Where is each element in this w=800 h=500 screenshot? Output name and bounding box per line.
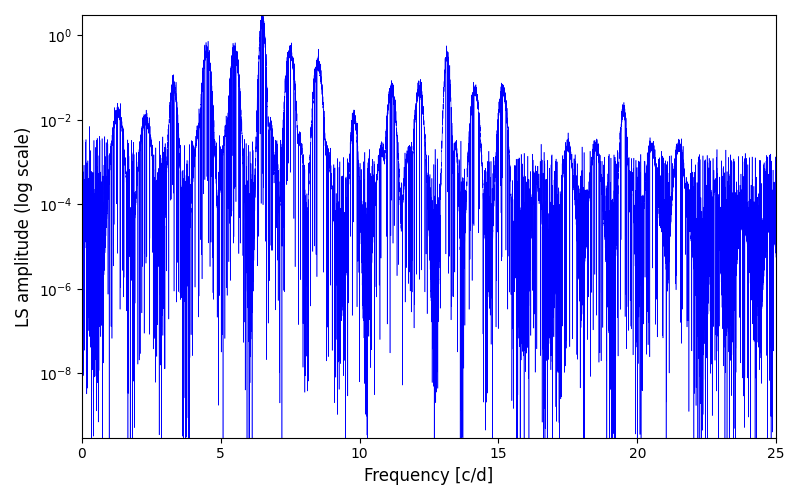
X-axis label: Frequency [c/d]: Frequency [c/d]: [364, 467, 494, 485]
Y-axis label: LS amplitude (log scale): LS amplitude (log scale): [15, 126, 33, 326]
